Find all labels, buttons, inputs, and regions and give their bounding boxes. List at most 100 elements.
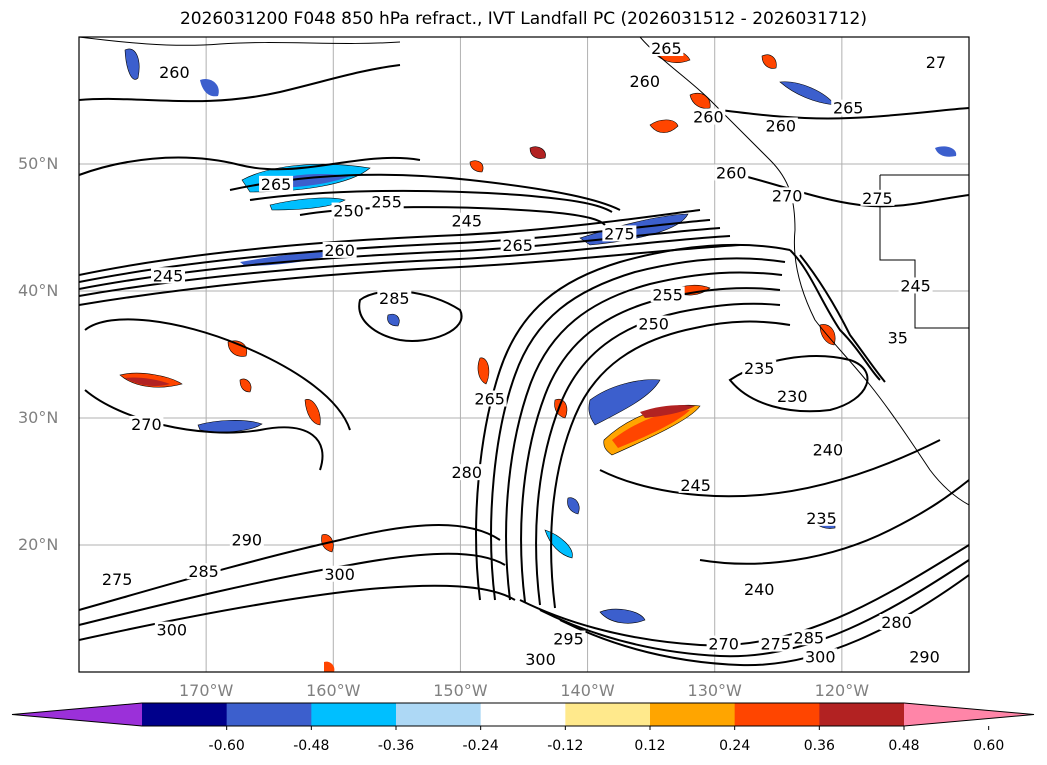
contour-label-bg <box>377 290 412 307</box>
contour-label-bg <box>229 531 264 548</box>
contour-label: 235 <box>744 359 775 378</box>
pos-patch <box>529 146 546 159</box>
lat-tick-label: 20°N <box>18 535 59 554</box>
colorbar-segment <box>480 703 566 726</box>
contour-label: 265 <box>261 175 292 194</box>
contour-line <box>79 524 501 611</box>
contour-label: 240 <box>744 580 775 599</box>
coastline <box>79 37 969 506</box>
chart-title: 2026031200 F048 850 hPa refract., IVT La… <box>179 9 867 29</box>
contour-label: 250 <box>333 202 364 221</box>
colorbar-segment <box>650 703 736 726</box>
lon-tick-label: 150°W <box>433 681 488 700</box>
contour-label: 280 <box>881 613 912 632</box>
contour-label-bg <box>885 329 910 346</box>
contour-line <box>79 244 741 306</box>
colorbar-segment <box>226 703 312 726</box>
contour-label-bg <box>923 53 948 70</box>
colorbar-tick-label: 0.12 <box>634 738 666 754</box>
coastline-path <box>79 37 401 46</box>
colorbar-segment <box>565 703 651 726</box>
colorbar-extend-max <box>904 703 1034 726</box>
colorbar-tick-label: -0.60 <box>208 738 245 754</box>
contour-label-bg <box>770 187 805 204</box>
contour-label: 275 <box>604 224 635 243</box>
pos-patch <box>227 340 248 357</box>
contour-label: 270 <box>708 635 739 654</box>
contour-label: 275 <box>760 635 791 654</box>
contour-line <box>79 209 701 276</box>
contour-label: 260 <box>716 163 747 182</box>
colorbar-tick-label: -0.24 <box>462 738 499 754</box>
contour-label-bg <box>691 108 726 125</box>
colorbar-tick-label: 0.60 <box>973 738 1005 754</box>
contour-label-bg <box>186 563 221 580</box>
contour-line <box>719 107 969 120</box>
contour-label: 265 <box>833 99 864 118</box>
contour-label-bg <box>369 193 404 210</box>
contour-label: 255 <box>371 193 402 212</box>
contour-label-bg <box>650 286 685 303</box>
colorbar-segment <box>311 703 397 726</box>
contour-label-bg <box>678 476 713 493</box>
contour-label-bg <box>322 241 357 258</box>
contour-label-bg <box>449 212 484 229</box>
neg-patch <box>567 497 580 515</box>
contour-label-bg <box>742 360 777 377</box>
contour-label-bg <box>803 648 838 665</box>
contour-label-bg <box>500 236 535 253</box>
pos-patch <box>125 377 170 386</box>
colorbar <box>11 702 1035 730</box>
pos-patch <box>477 357 490 385</box>
contour-label: 235 <box>806 509 837 528</box>
neg-patch <box>387 313 400 327</box>
contour-label: 300 <box>805 647 836 666</box>
contour-line <box>789 249 881 381</box>
contour-label: 260 <box>159 63 190 82</box>
contour-label: 35 <box>888 329 908 348</box>
contour-label-bg <box>151 267 185 284</box>
contour-label: 255 <box>652 285 683 304</box>
contour-line <box>799 254 886 383</box>
colorbar-tick-label: 0.48 <box>888 738 920 754</box>
contour-line <box>79 64 401 103</box>
contour-label: 240 <box>813 440 844 459</box>
contour-line <box>249 189 613 213</box>
map-frame <box>78 36 970 673</box>
pos-patch <box>239 378 252 393</box>
contour-label: 300 <box>157 621 188 640</box>
pos-patch <box>612 410 690 448</box>
contour-label: 260 <box>766 116 797 135</box>
contour-line <box>79 156 421 176</box>
contour-label: 285 <box>188 562 219 581</box>
contour-line <box>79 219 711 283</box>
contour-label: 290 <box>232 530 263 549</box>
contour-label-bg <box>322 565 357 582</box>
pos-patch <box>640 405 695 418</box>
contour-label-bg <box>259 175 294 192</box>
contour-label: 230 <box>777 387 808 406</box>
contour-label: 245 <box>452 212 483 231</box>
contour-label: 250 <box>638 315 669 334</box>
lat-tick-label: 30°N <box>18 408 59 427</box>
contour-label-bg <box>775 387 810 404</box>
neg-patch <box>269 197 346 211</box>
lat-tick-label: 50°N <box>18 154 59 173</box>
contour-line <box>475 243 791 601</box>
contour-label-bg <box>449 464 484 481</box>
colorbar-segment <box>142 703 228 726</box>
graticule <box>79 37 969 672</box>
contour-label-bg <box>636 315 671 332</box>
contour-line <box>79 227 721 290</box>
contour-label-bg <box>100 570 135 587</box>
contour-label: 270 <box>772 186 803 205</box>
colorbar-tick-label: 0.24 <box>719 738 751 754</box>
contour-label-bg <box>742 580 777 597</box>
contour-label-bg <box>763 117 798 134</box>
contour-label-bg <box>791 629 826 646</box>
colorbar-tick-label: -0.48 <box>293 738 330 754</box>
border-path <box>879 175 969 329</box>
contour-label-bg <box>649 39 684 56</box>
